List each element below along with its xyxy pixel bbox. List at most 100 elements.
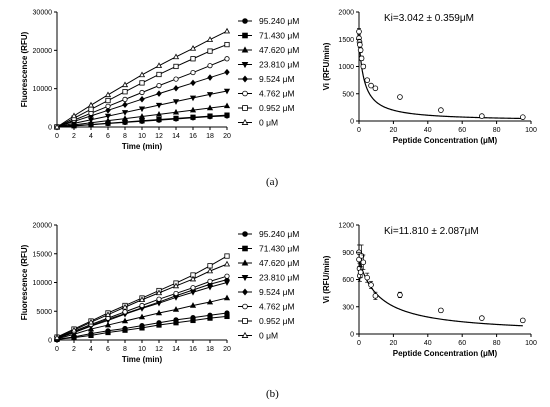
point-marker xyxy=(360,259,367,266)
data-point xyxy=(224,41,230,48)
series-1 xyxy=(54,313,230,343)
series-5 xyxy=(54,273,230,341)
x-tick-label: 14 xyxy=(172,346,180,353)
point-marker xyxy=(358,55,365,62)
data-point xyxy=(189,45,197,51)
data-point xyxy=(207,48,213,54)
data-point xyxy=(138,296,146,303)
data-point xyxy=(189,275,197,282)
x-tick-label: 14 xyxy=(172,133,180,140)
data-points xyxy=(356,28,526,120)
series-7 xyxy=(53,27,231,130)
point-marker xyxy=(372,85,379,92)
data-point xyxy=(520,317,526,324)
y-tick-label: 1500 xyxy=(338,37,354,44)
data-point xyxy=(138,113,146,119)
legend-item: 47.620 μM xyxy=(238,45,299,55)
data-point xyxy=(223,88,231,95)
data-point xyxy=(397,94,403,100)
data-point xyxy=(368,82,374,89)
data-point xyxy=(190,79,196,87)
legend-item: 9.524 μM xyxy=(238,74,295,84)
data-point xyxy=(155,102,163,109)
data-point xyxy=(138,106,146,113)
data-point xyxy=(173,115,179,121)
legend-item: 95.240 μM xyxy=(238,16,299,26)
data-point xyxy=(372,85,379,92)
data-point xyxy=(190,317,196,324)
data-point xyxy=(138,71,146,78)
y-tick-label: 10000 xyxy=(33,86,53,93)
data-point xyxy=(172,282,180,289)
ki-annotation: Ki=11.810 ± 2.087μM xyxy=(384,226,479,237)
legend-marker xyxy=(242,32,248,39)
data-point xyxy=(224,313,230,320)
legend: 95.240 μM 71.430 μM 47.620 μM 23.810 μM 9.52… xyxy=(238,16,299,128)
x-axis-label: Time (min) xyxy=(122,142,163,151)
data-point xyxy=(207,263,213,269)
legend-marker xyxy=(242,231,248,237)
point-marker xyxy=(397,292,403,298)
legend-label: 23.810 μM xyxy=(259,60,299,70)
data-point xyxy=(155,62,163,68)
legend-marker xyxy=(242,75,248,83)
x-tick-label: 60 xyxy=(458,340,466,347)
data-point xyxy=(138,313,146,320)
legend-label: 0.952 μM xyxy=(259,316,295,326)
point-marker xyxy=(479,315,485,321)
data-point xyxy=(364,77,370,83)
data-point xyxy=(156,296,162,302)
x-tick-label: 20 xyxy=(390,340,398,347)
data-point xyxy=(88,332,94,338)
point-marker xyxy=(479,113,485,119)
point-marker xyxy=(397,94,403,100)
y-axis-label: Vi (RFU/min) xyxy=(322,42,331,90)
legend-marker xyxy=(242,90,248,97)
data-point xyxy=(122,89,128,95)
legend-marker xyxy=(241,62,249,69)
legend-marker xyxy=(241,275,249,282)
legend-marker xyxy=(242,288,248,296)
x-tick-label: 18 xyxy=(206,133,214,140)
data-point xyxy=(438,307,444,314)
series-2 xyxy=(53,102,231,130)
data-point xyxy=(53,334,61,340)
data-point xyxy=(105,103,111,109)
point-marker xyxy=(438,307,444,314)
data-point xyxy=(87,318,95,325)
data-point xyxy=(104,311,112,317)
data-point xyxy=(207,113,213,119)
legend-label: 0.952 μM xyxy=(259,103,295,113)
data-point xyxy=(155,309,163,316)
y-axis-label: Fluorescence (RFU) xyxy=(20,244,29,320)
x-tick-label: 8 xyxy=(123,346,127,353)
y-axis-label: Fluorescence (RFU) xyxy=(20,31,29,107)
legend-marker xyxy=(242,318,248,324)
legend-label: 47.620 μM xyxy=(259,45,299,55)
x-tick-label: 100 xyxy=(525,127,537,134)
data-point xyxy=(139,325,145,331)
data-point xyxy=(104,113,112,120)
legend-item: 23.810 μM xyxy=(238,60,299,70)
y-tick-label: 300 xyxy=(342,304,354,311)
legend-label: 4.762 μM xyxy=(259,89,295,99)
ki-annotation: Ki=3.042 ± 0.359μM xyxy=(384,13,474,24)
data-point xyxy=(70,112,78,119)
point-marker xyxy=(356,28,362,35)
data-point xyxy=(121,81,129,88)
legend-item: 0 μM xyxy=(238,331,278,341)
data-point xyxy=(206,267,214,274)
data-point xyxy=(139,95,145,103)
chart-a-time-course: 0 2 4 6 8 10 12 14 16 18 20 0 10000 20000 30000 Time (m… xyxy=(20,10,299,152)
data-point xyxy=(206,92,214,98)
data-point xyxy=(156,90,162,97)
data-point xyxy=(87,101,95,108)
point-marker xyxy=(357,41,363,48)
legend-marker xyxy=(241,118,249,125)
x-tick-label: 60 xyxy=(458,127,466,134)
legend-marker xyxy=(242,303,248,310)
data-point xyxy=(224,273,230,279)
data-point xyxy=(223,27,231,34)
data-point xyxy=(173,85,179,92)
data-point xyxy=(104,91,112,98)
